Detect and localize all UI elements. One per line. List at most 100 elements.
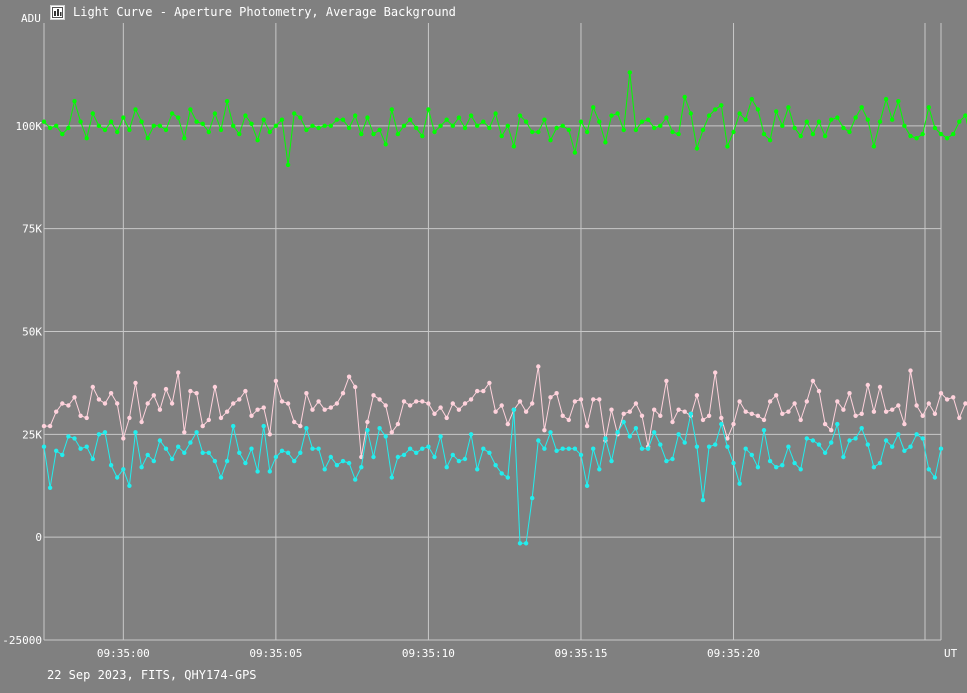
- data-point: [444, 415, 449, 421]
- data-point: [774, 393, 779, 398]
- data-point: [78, 119, 83, 124]
- data-point: [90, 384, 96, 390]
- data-point: [353, 477, 358, 482]
- y-tick-label: 50K: [22, 326, 42, 339]
- data-point: [102, 430, 108, 435]
- data-point: [407, 446, 413, 451]
- data-point: [694, 393, 700, 398]
- data-point: [957, 415, 962, 421]
- data-point: [231, 401, 236, 406]
- data-point: [505, 475, 510, 480]
- data-point: [774, 109, 779, 114]
- data-point: [414, 125, 419, 131]
- data-point: [432, 129, 437, 135]
- app-icon[interactable]: [50, 4, 65, 20]
- data-point: [731, 460, 736, 466]
- data-point: [877, 119, 883, 124]
- data-point: [401, 452, 407, 458]
- data-point: [883, 438, 889, 443]
- data-point: [499, 133, 504, 139]
- data-point: [652, 407, 657, 412]
- data-point: [621, 419, 626, 425]
- data-point: [603, 436, 608, 441]
- data-point: [914, 136, 919, 141]
- data-point: [487, 450, 492, 455]
- data-point: [566, 127, 571, 133]
- data-point: [932, 475, 938, 480]
- data-point: [206, 129, 211, 135]
- data-point: [926, 467, 931, 472]
- data-point: [102, 127, 108, 133]
- data-point: [676, 432, 681, 437]
- data-point: [780, 411, 785, 416]
- data-point: [670, 456, 675, 462]
- data-point: [731, 421, 736, 427]
- data-point: [96, 123, 102, 128]
- data-point: [938, 391, 944, 396]
- data-point: [700, 127, 706, 133]
- data-point: [792, 460, 797, 466]
- data-point: [713, 107, 718, 112]
- data-point: [536, 364, 541, 369]
- data-point: [420, 446, 425, 451]
- data-point: [761, 131, 767, 137]
- data-point: [505, 421, 510, 427]
- data-point: [511, 407, 517, 412]
- data-point: [249, 413, 254, 418]
- data-point: [407, 403, 413, 408]
- data-point: [462, 125, 468, 131]
- data-point: [475, 467, 480, 472]
- data-point: [609, 458, 614, 464]
- data-point: [493, 463, 498, 468]
- data-point: [725, 436, 730, 441]
- data-point: [365, 115, 370, 120]
- data-point: [72, 436, 77, 441]
- data-point: [682, 409, 687, 414]
- data-point: [633, 426, 639, 431]
- data-point: [188, 107, 193, 112]
- data-point: [835, 115, 840, 120]
- data-point: [346, 374, 352, 379]
- data-point: [47, 485, 53, 490]
- data-point: [725, 144, 730, 149]
- data-point: [609, 407, 614, 412]
- data-point: [792, 125, 797, 131]
- data-point: [944, 136, 950, 141]
- data-point: [902, 123, 907, 128]
- data-point: [163, 386, 169, 392]
- data-point: [163, 127, 169, 133]
- data-point: [279, 399, 285, 404]
- data-point: [853, 413, 858, 418]
- data-point: [200, 121, 205, 127]
- data-point: [182, 430, 187, 435]
- data-point: [127, 483, 132, 488]
- data-point: [841, 125, 846, 131]
- data-point: [133, 380, 138, 386]
- data-point: [554, 391, 559, 396]
- data-point: [938, 131, 944, 137]
- data-point: [566, 446, 571, 451]
- data-point: [151, 393, 156, 398]
- data-point: [835, 399, 840, 404]
- data-point: [353, 113, 358, 118]
- data-point: [66, 403, 71, 408]
- data-point: [627, 434, 632, 439]
- data-point: [481, 446, 486, 451]
- data-point: [304, 127, 309, 133]
- data-point: [591, 105, 596, 110]
- data-point: [523, 119, 529, 124]
- data-point: [804, 399, 809, 404]
- data-point: [310, 123, 315, 128]
- data-point: [804, 436, 809, 441]
- data-point: [127, 415, 132, 421]
- data-point: [377, 397, 382, 402]
- y-axis-label: ADU: [21, 12, 41, 25]
- data-point: [182, 136, 187, 141]
- series-line: [44, 366, 966, 458]
- data-point: [896, 99, 901, 104]
- data-point: [157, 123, 163, 128]
- data-point: [243, 388, 248, 394]
- data-point: [829, 428, 834, 433]
- data-point: [371, 131, 376, 137]
- data-point: [145, 452, 150, 458]
